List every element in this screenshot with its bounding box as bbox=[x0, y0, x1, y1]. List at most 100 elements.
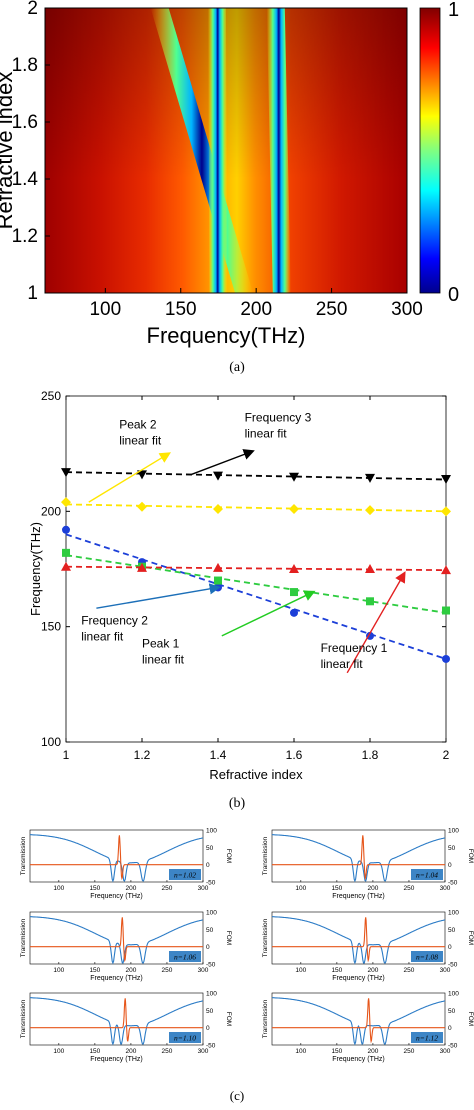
data-point bbox=[365, 564, 375, 573]
data-point bbox=[441, 475, 451, 485]
annotation-label: linear fit bbox=[245, 426, 288, 440]
annotation-label: linear fit bbox=[81, 629, 124, 643]
annotation-arrow bbox=[191, 449, 255, 476]
fom-curve bbox=[30, 917, 203, 963]
y-axis-label-right: FOM bbox=[225, 931, 232, 945]
annotation-arrow bbox=[88, 452, 171, 503]
right-tick-label: 50 bbox=[448, 845, 456, 852]
subplot: 100 150 200 250 300 100 50 0 -50 Frequency (THz) T… bbox=[20, 991, 232, 1064]
n-badge bbox=[169, 951, 201, 962]
n-badge-label: n=1.08 bbox=[416, 953, 438, 962]
x-tick-label: 200 bbox=[125, 885, 136, 892]
x-tick-label: 100 bbox=[89, 299, 121, 320]
right-tick-label: 0 bbox=[448, 1025, 452, 1032]
y-tick-label: 100 bbox=[41, 735, 61, 749]
transmission-curve bbox=[272, 916, 446, 965]
x-tick-label: 100 bbox=[53, 885, 64, 892]
annotation-label: linear fit bbox=[321, 657, 364, 671]
y-axis-label-left: Transmission bbox=[262, 999, 269, 1038]
y-axis-label: Refractive index bbox=[0, 72, 17, 230]
x-tick-label: 100 bbox=[295, 885, 306, 892]
transmission-curve bbox=[272, 834, 446, 883]
y-axis-label-right: FOM bbox=[225, 849, 232, 863]
x-tick-label: 1.8 bbox=[362, 748, 379, 762]
y-tick-label: 1 bbox=[27, 283, 38, 304]
n-badge-label: n=1.10 bbox=[174, 1034, 196, 1043]
right-tick-label: -50 bbox=[206, 1043, 216, 1050]
annotation-arrow bbox=[96, 583, 221, 609]
colorbar bbox=[419, 7, 441, 294]
annotation-label: Frequency 3 bbox=[245, 410, 312, 424]
x-tick-label: 250 bbox=[162, 1048, 173, 1055]
data-point bbox=[365, 505, 375, 516]
data-point bbox=[61, 561, 71, 571]
data-point bbox=[289, 472, 299, 482]
colorbar-tick-label: 1 bbox=[448, 0, 459, 21]
n-badge bbox=[411, 1032, 443, 1043]
transmission-curve bbox=[30, 916, 204, 965]
resonance-dip-band bbox=[150, 8, 254, 293]
x-tick-label: 100 bbox=[295, 967, 306, 974]
resonance-dip-band bbox=[266, 8, 291, 293]
x-tick-label: 1.2 bbox=[134, 748, 151, 762]
annotation-arrow bbox=[221, 590, 316, 637]
x-axis-label: Refractive index bbox=[209, 767, 303, 782]
x-tick-label: 250 bbox=[162, 885, 173, 892]
data-point bbox=[290, 608, 298, 617]
right-tick-label: 100 bbox=[448, 991, 459, 998]
data-point bbox=[213, 471, 223, 481]
right-tick-label: 100 bbox=[448, 910, 459, 917]
right-tick-label: 50 bbox=[206, 845, 214, 852]
x-tick-label: 100 bbox=[53, 967, 64, 974]
y-tick-label: 150 bbox=[41, 620, 61, 634]
data-point bbox=[214, 576, 222, 585]
fit-line bbox=[65, 503, 447, 513]
caption-a: (a) bbox=[229, 360, 245, 375]
x-tick-label: 200 bbox=[367, 885, 378, 892]
x-tick-label: 150 bbox=[89, 885, 100, 892]
fom-curve bbox=[30, 835, 203, 881]
subplot: 100 150 200 250 300 100 50 0 -50 Frequency (THz) T… bbox=[262, 828, 474, 901]
resonance-dip-band bbox=[207, 8, 228, 293]
annotation-label: Frequency 2 bbox=[81, 613, 148, 627]
x-tick-label: 300 bbox=[440, 1048, 451, 1055]
x-tick-label: 250 bbox=[316, 299, 348, 320]
right-tick-label: 50 bbox=[448, 927, 456, 934]
right-tick-label: 100 bbox=[206, 910, 217, 917]
right-tick-label: 100 bbox=[206, 828, 217, 835]
caption-c: (c) bbox=[229, 1088, 245, 1103]
data-point bbox=[289, 504, 299, 515]
data-point bbox=[62, 525, 70, 534]
x-tick-label: 200 bbox=[367, 967, 378, 974]
data-point bbox=[61, 497, 71, 508]
subplot: 100 150 200 250 300 100 50 0 -50 Frequency (THz) T… bbox=[262, 910, 474, 983]
right-tick-label: 0 bbox=[448, 944, 452, 951]
fom-curve bbox=[30, 998, 203, 1042]
data-point bbox=[137, 470, 147, 480]
data-point bbox=[442, 606, 450, 615]
x-axis-label: Frequency (THz) bbox=[90, 893, 143, 900]
x-tick-label: 250 bbox=[404, 1048, 415, 1055]
right-tick-label: -50 bbox=[206, 962, 216, 969]
y-axis-label-left: Transmission bbox=[20, 999, 27, 1038]
y-tick-label: 200 bbox=[41, 504, 61, 518]
x-tick-label: 200 bbox=[367, 1048, 378, 1055]
y-tick-label: 1.6 bbox=[12, 112, 38, 133]
x-axis-label: Frequency (THz) bbox=[332, 893, 385, 900]
right-tick-label: 100 bbox=[448, 828, 459, 835]
n-badge-label: n=1.04 bbox=[416, 871, 438, 880]
x-tick-label: 150 bbox=[331, 1048, 342, 1055]
x-axis-label: Frequency (THz) bbox=[90, 975, 143, 982]
y-axis-label-left: Transmission bbox=[262, 836, 269, 875]
data-point bbox=[441, 565, 451, 575]
x-axis-label: Frequency(THz) bbox=[147, 323, 306, 348]
right-tick-label: 100 bbox=[206, 991, 217, 998]
transmission-curve bbox=[30, 834, 204, 883]
y-axis-label-right: FOM bbox=[225, 1012, 232, 1026]
fom-curve bbox=[272, 998, 445, 1044]
right-tick-label: -50 bbox=[448, 1043, 458, 1050]
y-tick-label: 1.8 bbox=[12, 55, 38, 76]
x-tick-label: 150 bbox=[89, 967, 100, 974]
transmission-curve bbox=[272, 997, 446, 1046]
x-tick-label: 200 bbox=[125, 1048, 136, 1055]
